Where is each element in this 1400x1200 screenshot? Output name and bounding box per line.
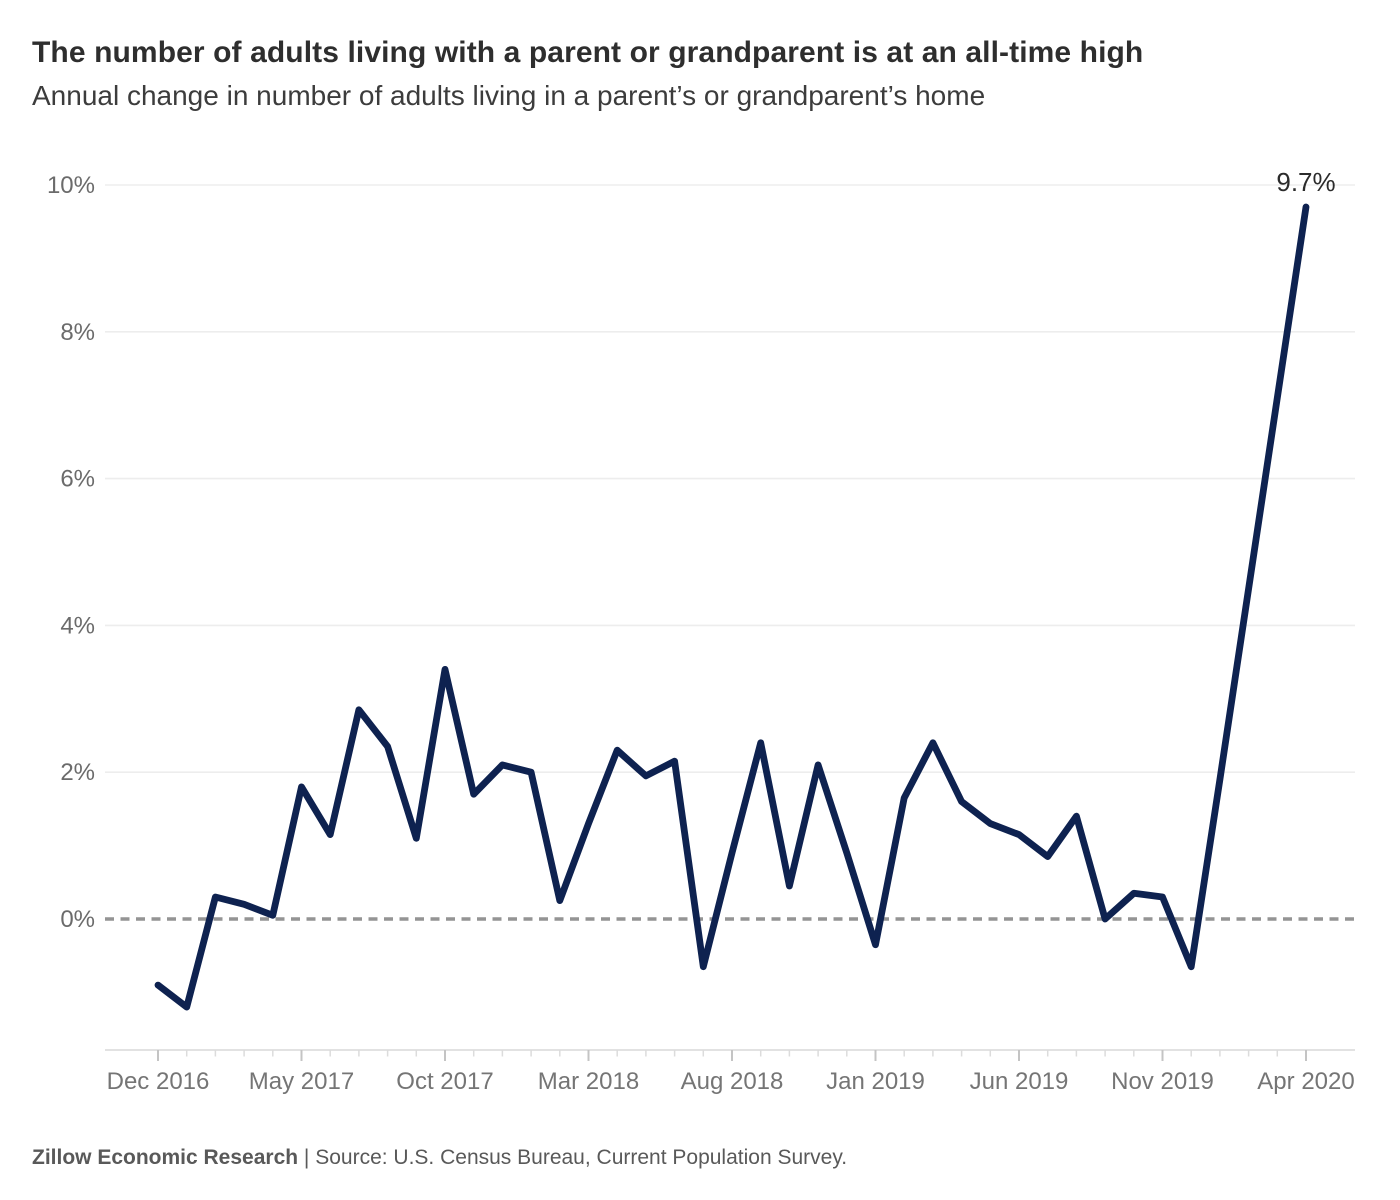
chart-footer: Zillow Economic Research | Source: U.S. … <box>32 1146 847 1170</box>
chart-title: The number of adults living with a paren… <box>32 36 1144 69</box>
data-line <box>154 203 1310 1011</box>
y-tick-label: 4% <box>60 612 95 639</box>
x-tick-label: Apr 2020 <box>1257 1068 1354 1095</box>
footer-brand: Zillow Economic Research <box>32 1146 299 1169</box>
x-tick-label: Jan 2019 <box>826 1068 925 1095</box>
y-tick-label: 2% <box>60 759 95 786</box>
y-tick-label: 10% <box>47 172 95 199</box>
y-tick-label: 0% <box>60 906 95 933</box>
x-tick-label: Oct 2017 <box>396 1068 493 1095</box>
x-tick-label: Dec 2016 <box>107 1068 210 1095</box>
y-tick-label: 8% <box>60 319 95 346</box>
chart-subtitle: Annual change in number of adults living… <box>32 80 986 111</box>
x-tick-label: May 2017 <box>249 1068 354 1095</box>
x-tick-label: Mar 2018 <box>538 1068 639 1095</box>
x-tick-label: Nov 2019 <box>1111 1068 1214 1095</box>
footer-source: | Source: U.S. Census Bureau, Current Po… <box>298 1146 848 1169</box>
x-tick-label: Aug 2018 <box>681 1068 784 1095</box>
peak-annotation: 9.7% <box>1276 167 1335 197</box>
chart-header: The number of adults living with a paren… <box>32 36 1360 112</box>
x-tick-label: Jun 2019 <box>970 1068 1069 1095</box>
y-tick-label: 6% <box>60 466 95 493</box>
